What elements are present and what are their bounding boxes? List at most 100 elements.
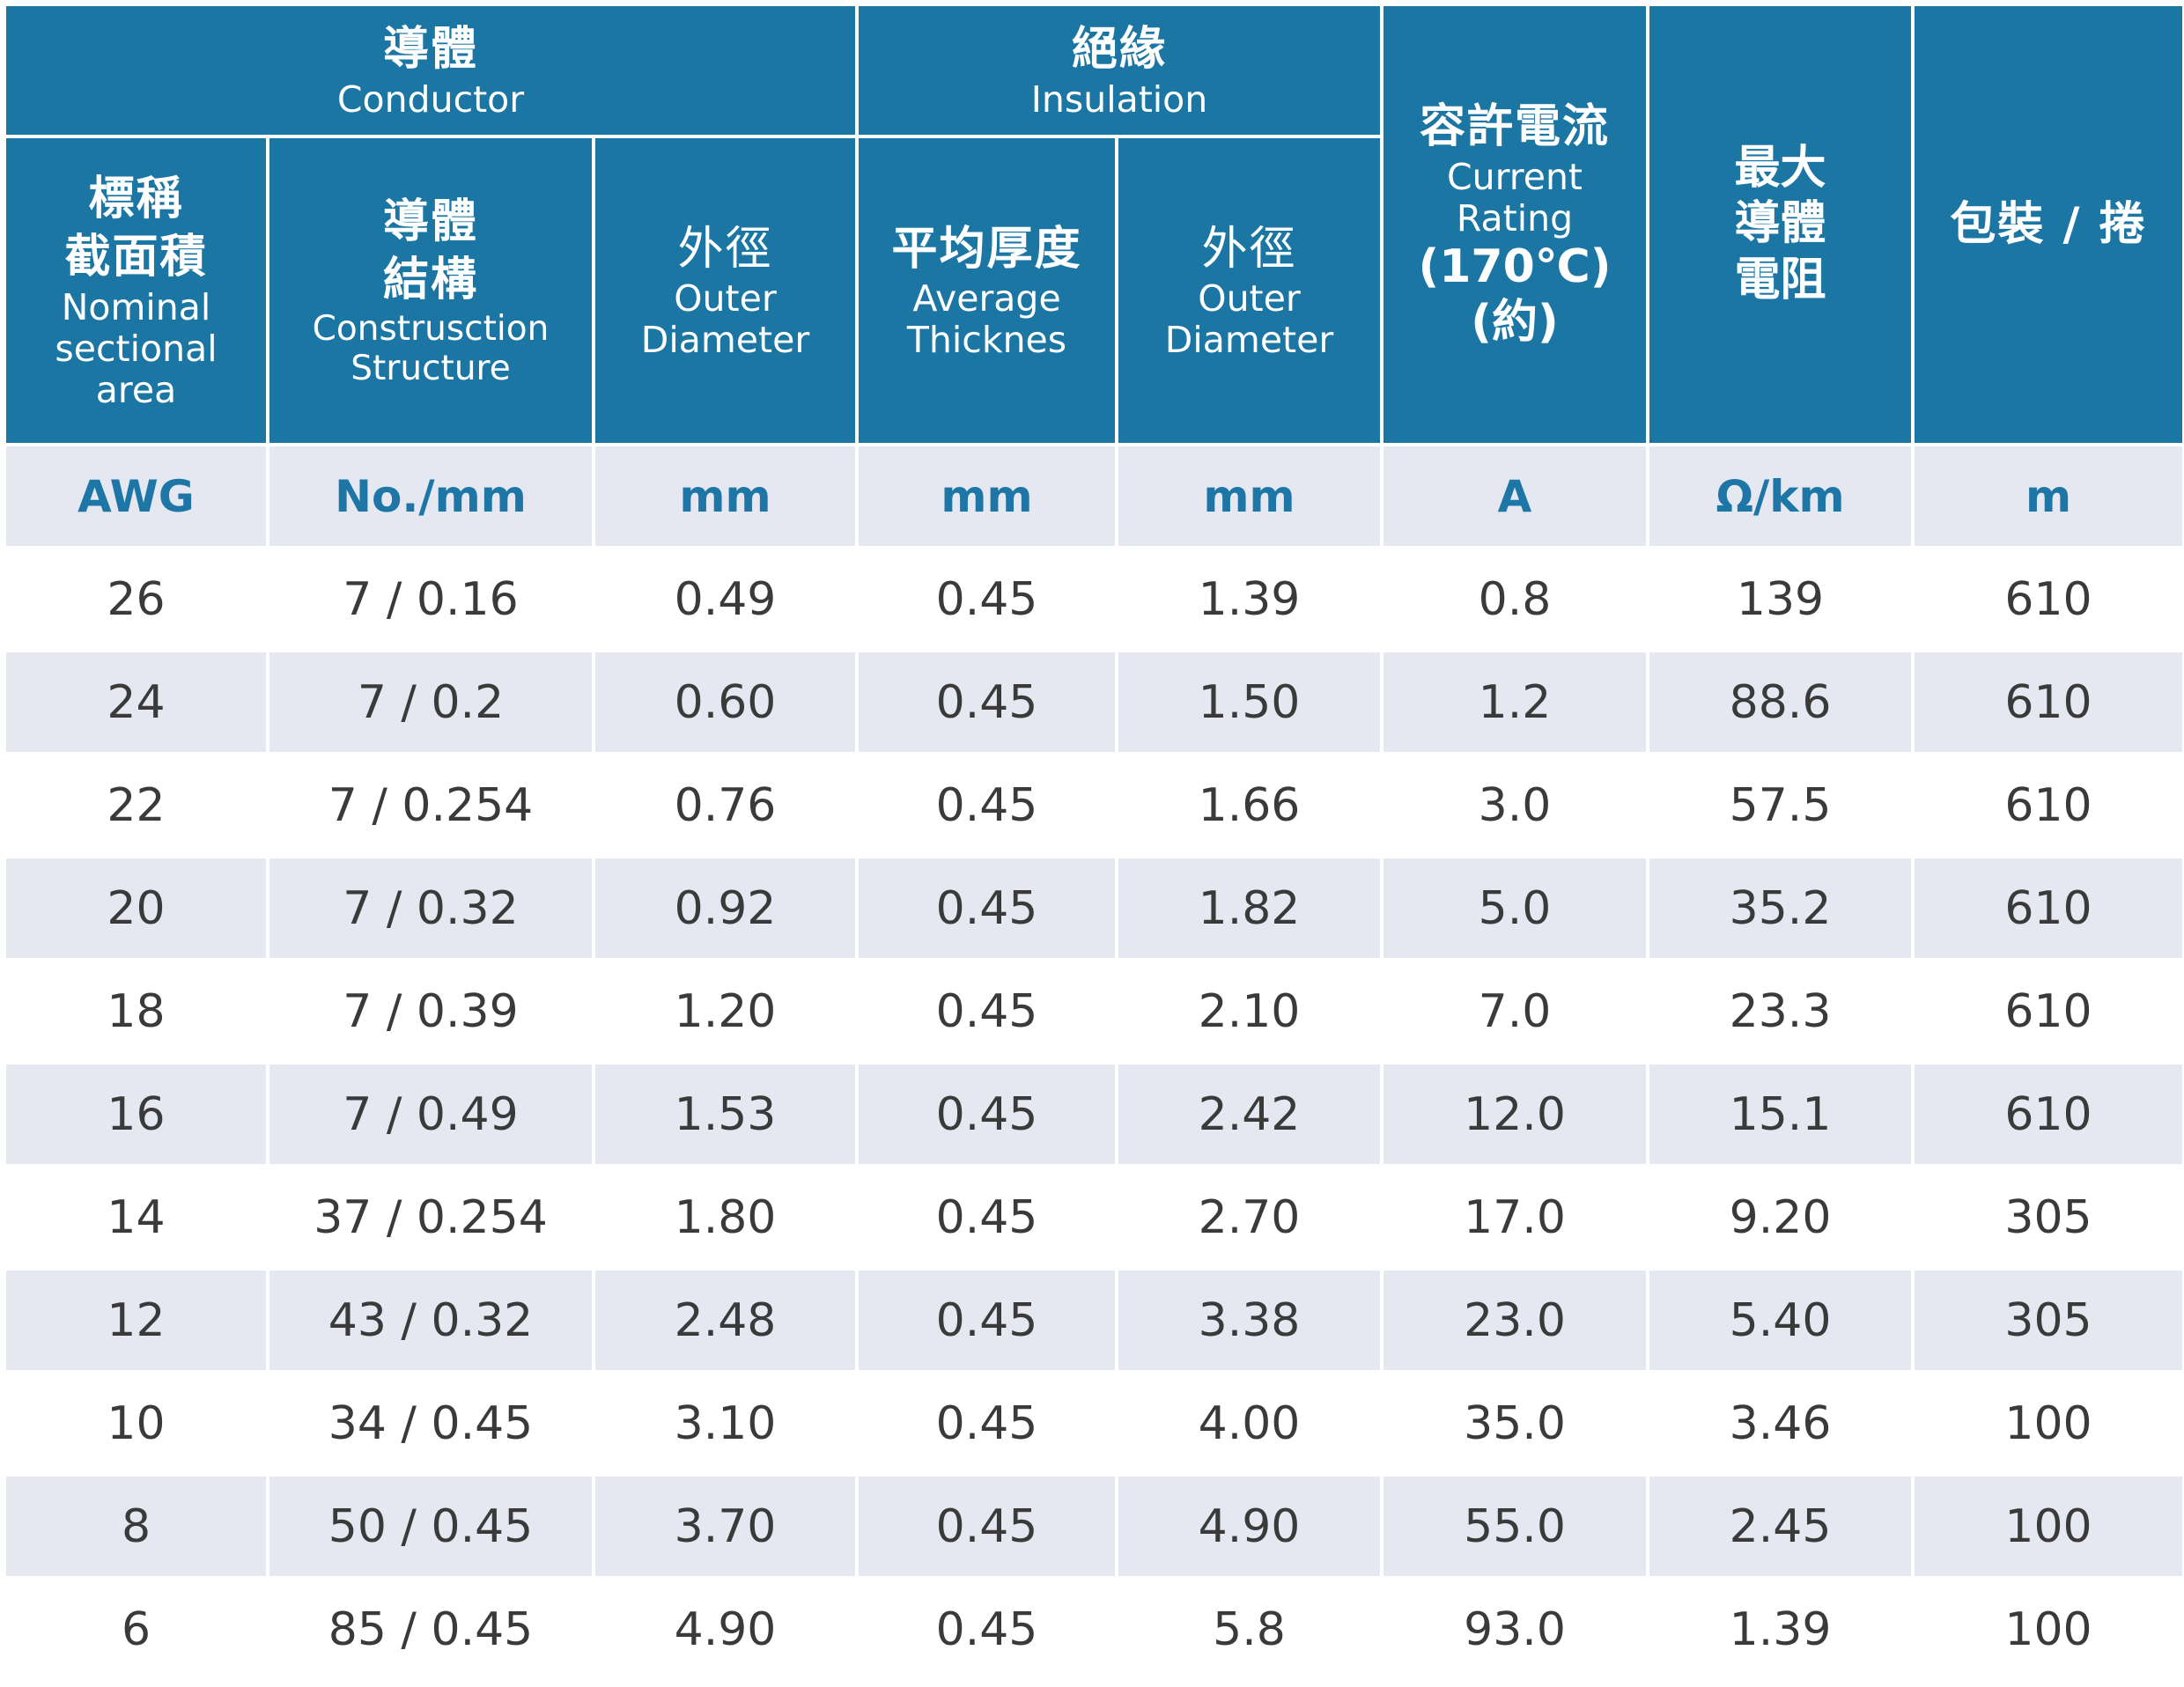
conductor-od-zh: 外徑 xyxy=(677,222,773,276)
cell-packing: 610 xyxy=(1911,546,2184,652)
cell-resistance: 5.40 xyxy=(1646,1267,1915,1374)
cell-thickness: 0.45 xyxy=(855,546,1118,652)
cell-current: 23.0 xyxy=(1380,1267,1650,1374)
avg-thickness-zh: 平均厚度 xyxy=(891,222,1082,276)
cell-thickness: 0.45 xyxy=(855,1061,1118,1168)
cell-construction: 7 / 0.39 xyxy=(266,958,595,1065)
cell-conductor-od: 1.20 xyxy=(592,958,859,1065)
max-resistance-line3: 電阻 xyxy=(1734,253,1826,306)
insulation-od-en2: Diameter xyxy=(1164,319,1334,362)
cell-awg: 18 xyxy=(3,958,269,1065)
unit-construction: No./mm xyxy=(266,443,595,549)
cell-awg: 14 xyxy=(3,1164,269,1271)
max-resistance-line1: 最大 xyxy=(1734,141,1826,195)
nominal-area-zh1: 標稱 xyxy=(88,172,184,225)
current-rating-en1: Current xyxy=(1447,155,1583,198)
insulation-group-header: 絕緣 Insulation xyxy=(854,3,1384,138)
cell-construction: 7 / 0.49 xyxy=(266,1061,595,1168)
cell-insulation-od: 1.82 xyxy=(1114,855,1384,961)
cell-awg: 6 xyxy=(3,1576,269,1683)
cell-conductor-od: 1.80 xyxy=(592,1164,859,1271)
nominal-area-en3: area xyxy=(95,369,177,412)
cell-insulation-od: 5.8 xyxy=(1114,1576,1384,1683)
cell-insulation-od: 3.38 xyxy=(1114,1267,1384,1374)
cell-packing: 610 xyxy=(1911,1061,2184,1168)
cell-packing: 610 xyxy=(1911,855,2184,961)
cell-resistance: 139 xyxy=(1646,546,1915,652)
table-row: 14 37 / 0.254 1.80 0.45 2.70 17.0 9.20 305 xyxy=(3,1164,2184,1271)
cell-construction: 34 / 0.45 xyxy=(266,1370,595,1477)
cell-awg: 8 xyxy=(3,1473,269,1580)
nominal-area-zh2: 截面積 xyxy=(64,231,208,284)
unit-packing: m xyxy=(1911,443,2184,549)
cell-resistance: 57.5 xyxy=(1646,752,1915,858)
cell-insulation-od: 2.70 xyxy=(1114,1164,1384,1271)
cell-thickness: 0.45 xyxy=(855,1267,1118,1374)
insulation-en: Insulation xyxy=(1030,77,1208,121)
cell-resistance: 2.45 xyxy=(1646,1473,1915,1580)
nominal-area-en1: Nominal xyxy=(61,285,211,328)
construction-zh2: 結構 xyxy=(382,254,478,307)
cell-packing: 100 xyxy=(1911,1370,2184,1477)
cell-current: 93.0 xyxy=(1380,1576,1650,1683)
cell-thickness: 0.45 xyxy=(855,649,1118,755)
cell-conductor-od: 0.76 xyxy=(592,752,859,858)
max-resistance-header: 最大 導體 電阻 xyxy=(1646,3,1915,446)
cell-conductor-od: 4.90 xyxy=(592,1576,859,1683)
cell-resistance: 88.6 xyxy=(1646,649,1915,755)
cell-insulation-od: 2.42 xyxy=(1114,1061,1384,1168)
cell-insulation-od: 4.90 xyxy=(1114,1473,1384,1580)
unit-conductor-od: mm xyxy=(592,443,859,549)
cell-awg: 20 xyxy=(3,855,269,961)
table-row: 12 43 / 0.32 2.48 0.45 3.38 23.0 5.40 305 xyxy=(3,1267,2184,1374)
current-rating-zh: 容許電流 xyxy=(1420,100,1611,154)
cell-current: 5.0 xyxy=(1380,855,1650,961)
conductor-group-header: 導體 Conductor xyxy=(3,3,859,138)
cell-thickness: 0.45 xyxy=(855,1576,1118,1683)
cell-resistance: 3.46 xyxy=(1646,1370,1915,1477)
cell-construction: 7 / 0.16 xyxy=(266,546,595,652)
spec-table-body: 26 7 / 0.16 0.49 0.45 1.39 0.8 139 610 24 7 / 0.2… xyxy=(3,546,2184,1683)
unit-thickness: mm xyxy=(855,443,1118,549)
construction-en1: Construsction xyxy=(312,308,550,349)
unit-awg: AWG xyxy=(3,443,269,549)
cell-current: 17.0 xyxy=(1380,1164,1650,1271)
construction-zh1: 導體 xyxy=(382,195,478,248)
conductor-zh: 導體 xyxy=(382,23,478,77)
table-row: 20 7 / 0.32 0.92 0.45 1.82 5.0 35.2 610 xyxy=(3,855,2184,961)
current-rating-approx: (約) xyxy=(1471,296,1559,350)
cell-construction: 37 / 0.254 xyxy=(266,1164,595,1271)
packing-label: 包裝 / 捲 xyxy=(1950,197,2147,251)
table-row: 24 7 / 0.2 0.60 0.45 1.50 1.2 88.6 610 xyxy=(3,649,2184,755)
conductor-en: Conductor xyxy=(336,77,525,121)
table-row: 16 7 / 0.49 1.53 0.45 2.42 12.0 15.1 610 xyxy=(3,1061,2184,1168)
table-row: 10 34 / 0.45 3.10 0.45 4.00 35.0 3.46 100 xyxy=(3,1370,2184,1477)
current-rating-header: 容許電流 Current Rating (170℃) (約) xyxy=(1380,3,1650,446)
cell-construction: 7 / 0.32 xyxy=(266,855,595,961)
cell-construction: 43 / 0.32 xyxy=(266,1267,595,1374)
cell-resistance: 23.3 xyxy=(1646,958,1915,1065)
packing-header: 包裝 / 捲 xyxy=(1911,3,2184,446)
cell-insulation-od: 1.39 xyxy=(1114,546,1384,652)
cell-conductor-od: 3.10 xyxy=(592,1370,859,1477)
cell-construction: 85 / 0.45 xyxy=(266,1576,595,1683)
cell-packing: 610 xyxy=(1911,649,2184,755)
cell-insulation-od: 2.10 xyxy=(1114,958,1384,1065)
unit-resistance: Ω/km xyxy=(1646,443,1915,549)
cell-conductor-od: 0.92 xyxy=(592,855,859,961)
nominal-area-en2: sectional xyxy=(55,327,218,370)
cell-thickness: 0.45 xyxy=(855,1164,1118,1271)
insulation-zh: 絕緣 xyxy=(1072,23,1168,77)
cell-awg: 12 xyxy=(3,1267,269,1374)
insulation-od-en1: Outer xyxy=(1198,277,1301,320)
cell-current: 3.0 xyxy=(1380,752,1650,858)
cell-packing: 305 xyxy=(1911,1267,2184,1374)
cell-current: 35.0 xyxy=(1380,1370,1650,1477)
cell-current: 12.0 xyxy=(1380,1061,1650,1168)
table-row: 26 7 / 0.16 0.49 0.45 1.39 0.8 139 610 xyxy=(3,546,2184,652)
cell-insulation-od: 1.66 xyxy=(1114,752,1384,858)
conductor-od-header: 外徑 Outer Diameter xyxy=(592,135,859,446)
group-header-row: 導體 Conductor 絕緣 Insulation 容許電流 Current … xyxy=(3,3,2184,446)
construction-en2: Structure xyxy=(350,348,511,388)
